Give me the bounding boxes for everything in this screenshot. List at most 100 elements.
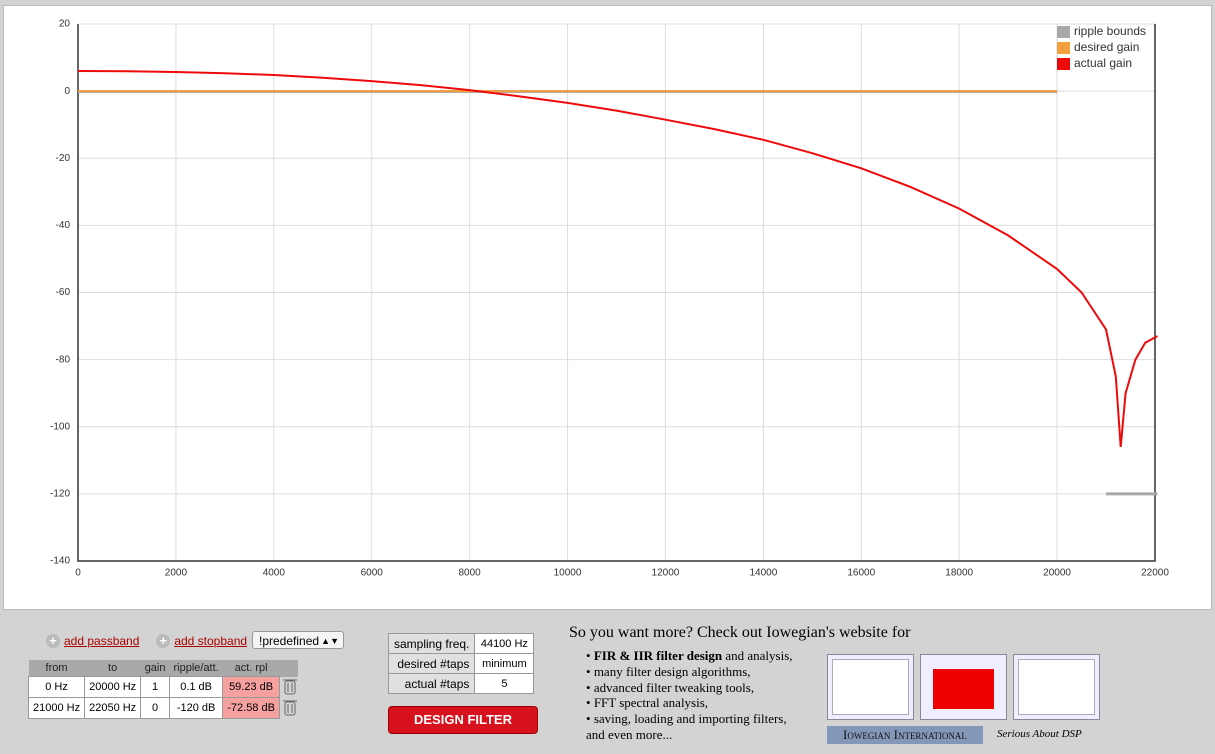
band-cell[interactable]: -120 dB [168, 697, 224, 719]
delete-cell [279, 677, 298, 698]
axis [77, 24, 1156, 562]
x-tick-label: 10000 [554, 568, 582, 579]
setting-label: desired #taps [387, 653, 476, 674]
bullet: • [586, 695, 594, 711]
actual-ripple-cell: -72.58 dB [222, 697, 280, 719]
y-tick-label: -100 [50, 421, 70, 432]
y-tick-label: 0 [64, 86, 70, 97]
column-header: from [28, 660, 85, 677]
promo-item: • FFT spectral analysis, [586, 695, 793, 711]
band-cell[interactable]: 20000 Hz [84, 676, 142, 698]
trash-icon[interactable] [282, 677, 298, 695]
series-line [77, 70, 1158, 447]
x-tick-label: 20000 [1043, 568, 1071, 579]
x-tick-label: 22000 [1141, 568, 1169, 579]
logo[interactable]: Iowegian International [827, 726, 983, 744]
y-tick-label: -120 [50, 489, 70, 500]
bullet: • [586, 711, 594, 727]
band-cell[interactable]: 0 [140, 697, 170, 719]
setting-value[interactable]: 44100 Hz [474, 633, 535, 654]
band-row: 21000 Hz 22050 Hz 0 -120 dB -72.58 dB [27, 697, 299, 719]
design-filter-button[interactable]: DESIGN FILTER [388, 706, 538, 734]
setting-row: sampling freq. 44100 Hz [387, 633, 535, 654]
promo-item: • many filter design algorithms, [586, 664, 793, 680]
chart: -140 -120 -100 -80 -60 -40 -20 0 20 0 2000 4000 6000… [50, 19, 1169, 579]
x-tick-label: 6000 [361, 568, 384, 579]
promo-bold: FIR & IIR filter design [593, 648, 723, 663]
bullet: • [586, 663, 594, 679]
setting-row: desired #taps minimum [387, 653, 535, 674]
legend-label: actual gain [1074, 56, 1132, 70]
y-tick-label: -140 [50, 556, 70, 567]
select-text: !predefined [259, 634, 320, 648]
y-tick-label: -20 [56, 153, 71, 164]
legend-label: desired gain [1074, 40, 1139, 54]
legend-swatch [1057, 26, 1070, 38]
predefined-select[interactable]: !predefined ▲▼ [252, 631, 344, 649]
band-row: 0 Hz 20000 Hz 1 0.1 dB 59.23 dB [27, 676, 299, 698]
promo-more: and even more... [586, 726, 673, 742]
band-cell[interactable]: 0.1 dB [168, 676, 224, 698]
band-cell[interactable]: 21000 Hz [27, 697, 86, 719]
x-tick-label: 12000 [652, 568, 680, 579]
band-cell[interactable]: 0 Hz [27, 676, 86, 698]
bullet: • [586, 648, 594, 663]
select-arrow: ▲▼ [321, 636, 339, 646]
tagline: Serious About DSP [997, 728, 1082, 740]
plus-icon: + [46, 633, 60, 648]
setting-row: actual #taps 5 [387, 673, 535, 694]
legend-label: ripple bounds [1074, 24, 1146, 38]
bands-table: from to gain ripple/att. act. rpl 0 Hz 20000 H… [27, 660, 299, 719]
setting-value[interactable]: minimum [474, 653, 535, 674]
setting-value: 5 [474, 673, 535, 694]
column-header: act. rpl [222, 660, 280, 677]
column-header: ripple/att. [169, 660, 223, 677]
legend-swatch [1057, 42, 1070, 54]
delete-cell [279, 698, 298, 719]
x-tick-label: 0 [75, 568, 81, 579]
x-tick-label: 14000 [749, 568, 777, 579]
band-controls: + add passband + add stopband [46, 632, 247, 650]
plus-icon: + [156, 633, 171, 648]
x-tick-label: 8000 [459, 568, 482, 579]
promo-text: and analysis, [722, 648, 793, 663]
thumbnail[interactable] [827, 654, 914, 720]
setting-label: sampling freq. [387, 633, 476, 654]
promo-text: advanced filter tweaking tools, [593, 679, 755, 695]
promo: So you want more? Check out Iowegian's w… [569, 624, 1209, 754]
column-header: to [84, 660, 141, 677]
header-spacer [279, 660, 299, 677]
thumbnail[interactable] [1013, 654, 1100, 720]
promo-text: saving, loading and importing filters, [593, 711, 787, 727]
y-tick-label: -80 [56, 354, 71, 365]
promo-list: • FIR & IIR filter design and analysis, •… [586, 648, 793, 743]
promo-item: • FIR & IIR filter design and analysis, [586, 648, 793, 664]
add-passband-link[interactable]: add passband [64, 634, 140, 648]
setting-label: actual #taps [387, 673, 476, 694]
x-tick-label: 2000 [165, 568, 188, 579]
band-cell[interactable]: 22050 Hz [84, 697, 142, 719]
promo-item: • advanced filter tweaking tools, [586, 680, 793, 696]
thumbnail[interactable] [920, 654, 1007, 720]
add-stopband-link[interactable]: add stopband [174, 634, 248, 648]
x-tick-label: 16000 [847, 568, 875, 579]
x-tick-label: 4000 [263, 568, 286, 579]
y-tick-label: -40 [56, 220, 71, 231]
promo-heading: So you want more? Check out Iowegian's w… [569, 624, 911, 641]
chart-panel [3, 5, 1212, 610]
promo-text: FFT spectral analysis, [593, 695, 709, 711]
y-tick-label: -60 [56, 287, 71, 298]
bullet: • [586, 679, 594, 695]
legend-swatch [1057, 58, 1070, 70]
trash-icon[interactable] [282, 698, 298, 716]
x-tick-label: 18000 [945, 568, 973, 579]
header-row: from to gain ripple/att. act. rpl [28, 660, 299, 677]
column-header: gain [140, 660, 170, 677]
promo-text: many filter design algorithms, [593, 663, 751, 679]
actual-ripple-cell: 59.23 dB [222, 676, 280, 698]
y-tick-label: 20 [59, 19, 71, 30]
promo-item: • saving, loading and importing filters, [586, 711, 793, 727]
band-cell[interactable]: 1 [140, 676, 170, 698]
settings-table: sampling freq. 44100 Hz desired #taps minim… [387, 633, 535, 694]
